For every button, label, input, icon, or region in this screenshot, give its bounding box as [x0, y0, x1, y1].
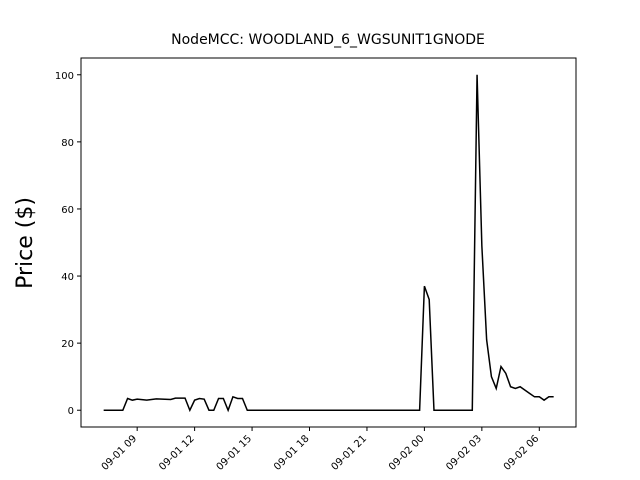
y-tick-label: 80	[61, 138, 74, 149]
x-tick-label: 09-01 12	[157, 433, 197, 473]
y-tick-label: 60	[61, 205, 74, 216]
y-tick-label: 0	[68, 406, 74, 417]
x-tick-label: 09-01 18	[272, 433, 312, 473]
x-tick-label: 09-01 15	[215, 433, 255, 473]
x-tick-label: 09-02 03	[444, 433, 484, 473]
y-tick-label: 20	[61, 339, 74, 350]
x-tick-label: 09-01 21	[330, 433, 370, 473]
y-tick-label: 40	[61, 272, 74, 283]
x-tick-label: 09-02 00	[387, 433, 427, 473]
y-tick-label: 100	[55, 71, 74, 82]
plot-frame	[80, 57, 577, 428]
x-tick-label: 09-01 09	[100, 433, 140, 473]
y-axis-label: Price ($)	[13, 197, 38, 289]
chart-title: NodeMCC: WOODLAND_6_WGSUNIT1GNODE	[171, 32, 485, 48]
x-tick-label: 09-02 06	[502, 433, 542, 473]
series-line	[103, 74, 554, 413]
